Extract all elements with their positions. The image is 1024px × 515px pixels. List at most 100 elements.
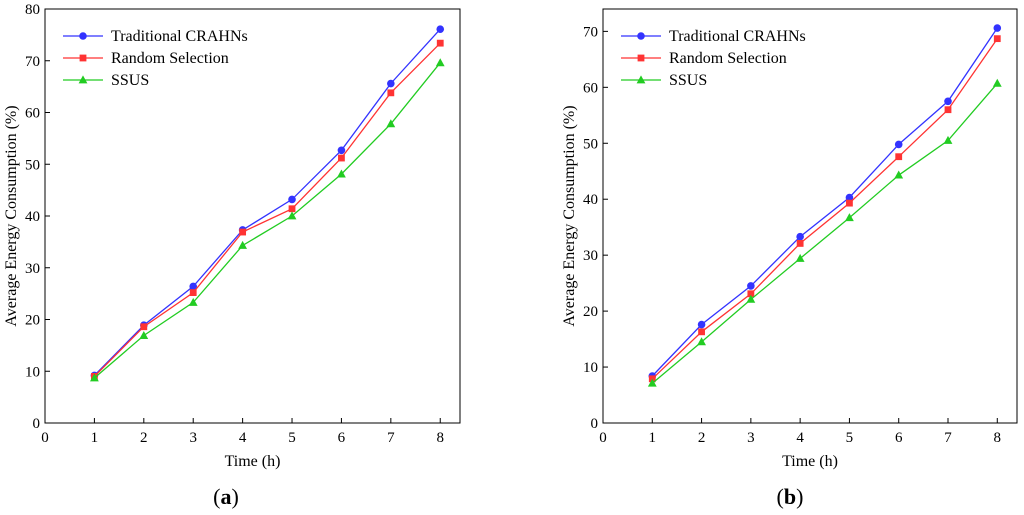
data-point: [238, 240, 248, 249]
y-axis-title: Average Energy Consumption (%): [3, 105, 20, 326]
data-point: [944, 97, 952, 106]
data-point: [288, 205, 296, 213]
x-tick-label: 0: [599, 430, 607, 446]
x-tick-label: 3: [747, 430, 755, 446]
data-point: [386, 119, 396, 128]
plot-frame: [602, 8, 1018, 424]
data-point: [895, 153, 903, 161]
data-point: [697, 337, 706, 346]
y-tick-label: 0: [591, 416, 599, 432]
y-tick-label: 40: [583, 192, 598, 208]
legend-label: Random Selection: [111, 50, 229, 67]
series-line-1: [93, 42, 441, 377]
y-tick-label: 20: [583, 304, 598, 320]
y-tick-label: 50: [583, 136, 598, 152]
legend-label: Traditional CRAHNs: [111, 28, 248, 45]
data-point: [337, 146, 346, 155]
y-tick-label: 80: [25, 2, 40, 18]
x-tick-label: 1: [649, 430, 657, 446]
data-point: [387, 89, 395, 97]
y-tick-label: 30: [583, 248, 598, 264]
data-point: [993, 24, 1002, 32]
y-tick-label: 20: [25, 313, 40, 329]
plot-frame: [44, 8, 461, 424]
panel-label: (b): [777, 484, 804, 509]
x-tick-label: 1: [91, 430, 99, 446]
legend-marker: [78, 75, 88, 84]
y-tick-label: 60: [583, 80, 598, 96]
data-point: [845, 193, 854, 202]
legend-label: SSUS: [669, 72, 707, 89]
data-point: [747, 290, 755, 298]
x-tick-label: 5: [288, 430, 296, 446]
data-point: [338, 154, 345, 162]
x-axis-title: Time (h): [225, 453, 281, 470]
x-tick-label: 5: [846, 430, 854, 446]
x-tick-label: 4: [796, 430, 804, 446]
y-axis-title: Average Energy Consumption (%): [561, 105, 578, 326]
y-tick-label: 40: [25, 209, 40, 225]
legend-marker: [79, 54, 87, 62]
x-tick-label: 6: [895, 430, 903, 446]
legend-marker: [637, 32, 645, 40]
data-point: [189, 282, 198, 291]
legend-marker: [637, 54, 645, 62]
legend-label: SSUS: [111, 72, 149, 89]
x-tick-label: 8: [436, 430, 444, 446]
data-point: [993, 35, 1001, 43]
data-point: [140, 323, 148, 331]
x-tick-label: 3: [189, 430, 197, 446]
series-line-2: [651, 82, 998, 384]
data-point: [287, 211, 297, 220]
panel-label: (a): [213, 484, 239, 509]
series-line-0: [651, 27, 998, 377]
data-point: [746, 294, 756, 303]
x-tick-label: 2: [140, 430, 148, 446]
data-point: [139, 330, 149, 339]
data-point: [943, 135, 953, 144]
data-point: [189, 289, 197, 296]
data-point: [188, 297, 198, 306]
data-point: [795, 253, 805, 262]
series-line-1: [651, 38, 998, 380]
x-tick-label: 4: [239, 430, 247, 446]
legend-label: Traditional CRAHNs: [669, 28, 806, 45]
legend-marker: [79, 32, 87, 40]
data-point: [796, 232, 804, 241]
y-tick-label: 50: [25, 157, 40, 173]
legend-marker: [636, 75, 646, 84]
series-line-0: [93, 28, 441, 376]
y-tick-label: 70: [583, 24, 598, 40]
data-point: [845, 213, 854, 222]
y-tick-label: 70: [25, 54, 40, 70]
data-point: [435, 58, 445, 67]
y-tick-label: 60: [25, 106, 40, 122]
data-point: [894, 170, 904, 179]
data-point: [436, 39, 444, 47]
data-point: [992, 78, 1002, 87]
data-point: [697, 320, 706, 329]
chart-panel-b: 0 1 2 3 4 5 6 7 8 0 10 20 30 40 50 60 70 Time (h) Average …: [561, 8, 1018, 509]
data-point: [647, 378, 657, 387]
data-point: [846, 199, 853, 207]
data-point: [944, 106, 952, 114]
y-tick-label: 30: [25, 261, 40, 277]
x-axis-title: Time (h): [782, 453, 838, 470]
x-tick-label: 7: [944, 430, 952, 446]
y-tick-label: 10: [583, 360, 598, 376]
x-tick-label: 8: [994, 430, 1002, 446]
x-tick-label: 6: [338, 430, 346, 446]
x-tick-label: 7: [387, 430, 395, 446]
data-point: [288, 195, 296, 204]
data-point: [894, 140, 903, 149]
data-point: [698, 328, 705, 336]
data-point: [239, 228, 247, 236]
y-tick-label: 0: [33, 416, 41, 432]
x-tick-label: 2: [698, 430, 706, 446]
data-point: [436, 25, 445, 33]
x-tick-label: 0: [41, 430, 49, 446]
data-point: [747, 282, 755, 290]
series-line-2: [93, 62, 441, 379]
